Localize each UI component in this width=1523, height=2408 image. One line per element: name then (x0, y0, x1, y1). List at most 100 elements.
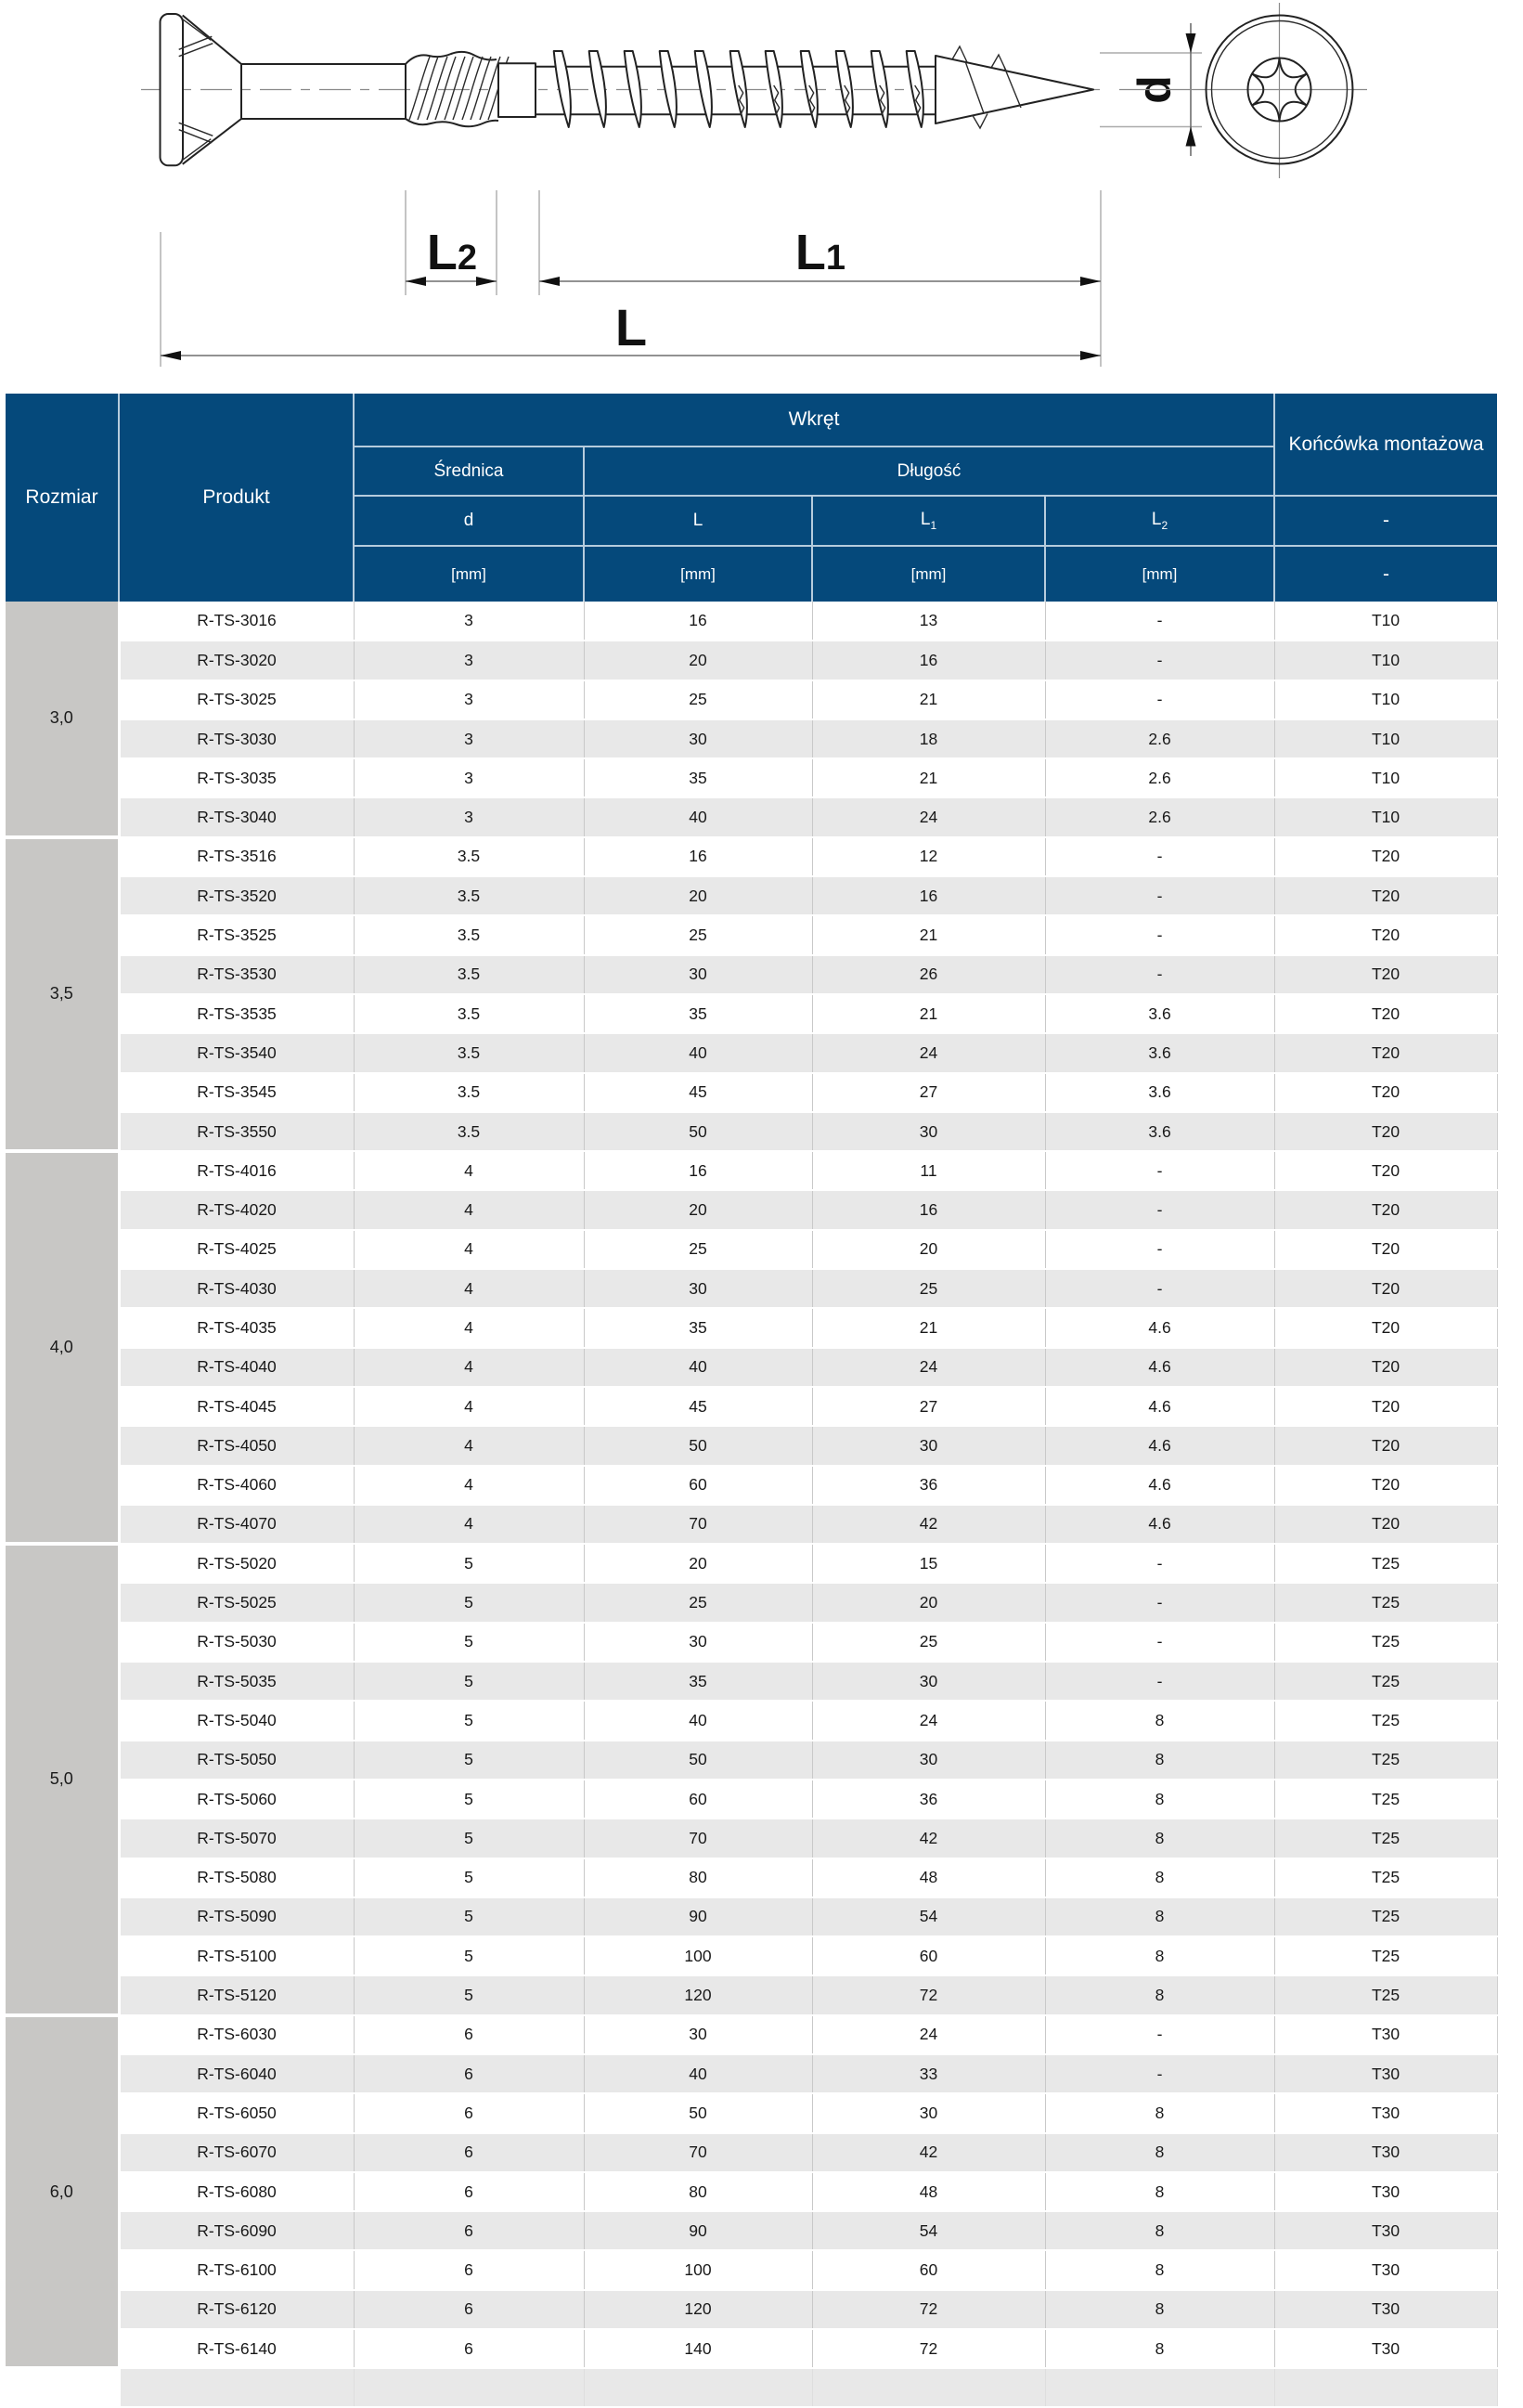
produkt-cell (119, 2368, 355, 2408)
table-row: R-TS-5100 5 100 60 8 T25 (6, 1936, 1498, 1977)
table-row: R-TS-5060 5 60 36 8 T25 (6, 1779, 1498, 1820)
rozmiar-group-cell: 5,0 (6, 1544, 121, 2017)
L2-cell: - (1045, 876, 1275, 917)
d-cell: 3 (354, 641, 585, 681)
table-row: R-TS-4045 4 45 27 4.6 T20 (6, 1386, 1498, 1428)
table-header: Rozmiar Produkt Wkręt Końcówka montażowa… (6, 394, 1498, 602)
unit-L1: [mm] (811, 545, 1046, 602)
table-row: R-TS-6080 6 80 48 8 T30 (6, 2171, 1498, 2213)
produkt-cell: R-TS-4025 (119, 1229, 355, 1271)
L2-cell: 8 (1045, 2171, 1275, 2213)
L-cell: 35 (584, 758, 813, 799)
rozmiar-group-cell: 4,0 (6, 1151, 121, 1547)
L1-cell: 42 (812, 2132, 1046, 2173)
produkt-cell: R-TS-3016 (119, 602, 355, 642)
table-row: R-TS-3040 3 40 24 2.6 T10 (6, 797, 1498, 838)
table-row: 5,0 R-TS-5020 5 20 15- T25 (6, 1544, 1498, 2017)
L1-cell: 16 (812, 641, 1046, 681)
table-row: R-TS-5025 5 25 20- T25 (6, 1583, 1498, 1624)
L2-cell: 8 (1045, 1858, 1275, 1898)
L-cell: 45 (584, 1072, 813, 1113)
table-row: R-TS-4020 4 20 16- T20 (6, 1190, 1498, 1231)
produkt-cell: R-TS-4030 (119, 1269, 355, 1310)
L1-cell: 27 (812, 1072, 1046, 1113)
L2-dimension-label: L2 (427, 225, 477, 280)
rozmiar-group-cell (6, 2368, 121, 2408)
L-cell: 40 (584, 797, 813, 838)
screw-shank (241, 63, 406, 120)
L-cell: 60 (584, 1779, 813, 1820)
d-cell: 3 (354, 797, 585, 838)
L1-cell: 42 (812, 1819, 1046, 1859)
L2-cell: 4.6 (1045, 1504, 1275, 1546)
L2-cell: - (1045, 1662, 1275, 1702)
produkt-cell: R-TS-6070 (119, 2132, 355, 2173)
bit-cell: T25 (1274, 1544, 1498, 1585)
L1-cell: 12 (812, 836, 1046, 878)
table-row: R-TS-5050 5 50 30 8 T25 (6, 1740, 1498, 1780)
table-row: R-TS-3025 3 25 21- T10 (6, 680, 1498, 720)
screw-threads (552, 50, 924, 128)
L2-cell: 2.6 (1045, 758, 1275, 799)
L1-cell: 54 (812, 1897, 1046, 1938)
L-cell: 80 (584, 1858, 813, 1898)
L2-cell: 8 (1045, 2211, 1275, 2252)
L1-cell: 26 (812, 954, 1046, 995)
table-row-partial (6, 2368, 1498, 2408)
table-row: R-TS-4070 4 70 42 4.6 T20 (6, 1504, 1498, 1546)
L1-cell: 48 (812, 2171, 1046, 2213)
bit-cell: T20 (1274, 1229, 1498, 1271)
L2-cell: 8 (1045, 1897, 1275, 1938)
L-cell (584, 2368, 813, 2408)
d-cell: 4 (354, 1151, 585, 1192)
table-row: R-TS-3520 3.5 20 16- T20 (6, 876, 1498, 917)
L-dimension-label: L (615, 298, 647, 356)
d-cell: 6 (354, 2132, 585, 2173)
d-cell: 5 (354, 1936, 585, 1977)
table-row: R-TS-4060 4 60 36 4.6 T20 (6, 1465, 1498, 1506)
produkt-cell: R-TS-3516 (119, 836, 355, 878)
L2-cell: - (1045, 1190, 1275, 1231)
L2-cell: 3.6 (1045, 1033, 1275, 1074)
L-cell: 70 (584, 1504, 813, 1546)
d-cell: 3 (354, 758, 585, 799)
d-cell: 5 (354, 1544, 585, 1585)
L1-cell: 72 (812, 2289, 1046, 2331)
d-cell: 6 (354, 2289, 585, 2331)
L1-cell: 60 (812, 2250, 1046, 2291)
bit-cell: T20 (1274, 876, 1498, 917)
d-cell: 6 (354, 2329, 585, 2370)
bit-cell: T25 (1274, 1897, 1498, 1938)
bit-cell: T20 (1274, 1504, 1498, 1546)
L-cell: 16 (584, 836, 813, 878)
L-cell: 40 (584, 2053, 813, 2095)
d-cell: 5 (354, 1622, 585, 1664)
table-row: R-TS-6100 6 100 60 8 T30 (6, 2250, 1498, 2291)
table-row: R-TS-3525 3.5 25 21- T20 (6, 915, 1498, 956)
table-row: R-TS-4035 4 35 21 4.6 T20 (6, 1308, 1498, 1349)
produkt-cell: R-TS-5100 (119, 1936, 355, 1977)
bit-cell: T20 (1274, 1151, 1498, 1192)
produkt-cell: R-TS-3030 (119, 719, 355, 760)
L1-cell: 25 (812, 1269, 1046, 1310)
L-cell: 50 (584, 1426, 813, 1467)
produkt-cell: R-TS-4020 (119, 1190, 355, 1231)
L2-cell: 8 (1045, 2093, 1275, 2134)
produkt-cell: R-TS-6030 (119, 2014, 355, 2055)
L1-cell: 24 (812, 1701, 1046, 1741)
L-cell: 30 (584, 1269, 813, 1310)
d-cell: 5 (354, 1583, 585, 1624)
produkt-cell: R-TS-6100 (119, 2250, 355, 2291)
L1-cell: 54 (812, 2211, 1046, 2252)
bit-cell: T20 (1274, 1269, 1498, 1310)
L1-cell: 33 (812, 2053, 1046, 2095)
L1-cell: 25 (812, 1622, 1046, 1664)
produkt-cell: R-TS-5030 (119, 1622, 355, 1664)
table-row: R-TS-3035 3 35 21 2.6 T10 (6, 758, 1498, 799)
L2-cell: - (1045, 1544, 1275, 1585)
produkt-cell: R-TS-3550 (119, 1111, 355, 1153)
header-koncowka-montazowa: Końcówka montażowa (1273, 394, 1498, 497)
d-cell: 3.5 (354, 1111, 585, 1153)
L-cell: 90 (584, 2211, 813, 2252)
table-row: R-TS-5120 5 120 72 8 T25 (6, 1975, 1498, 2016)
